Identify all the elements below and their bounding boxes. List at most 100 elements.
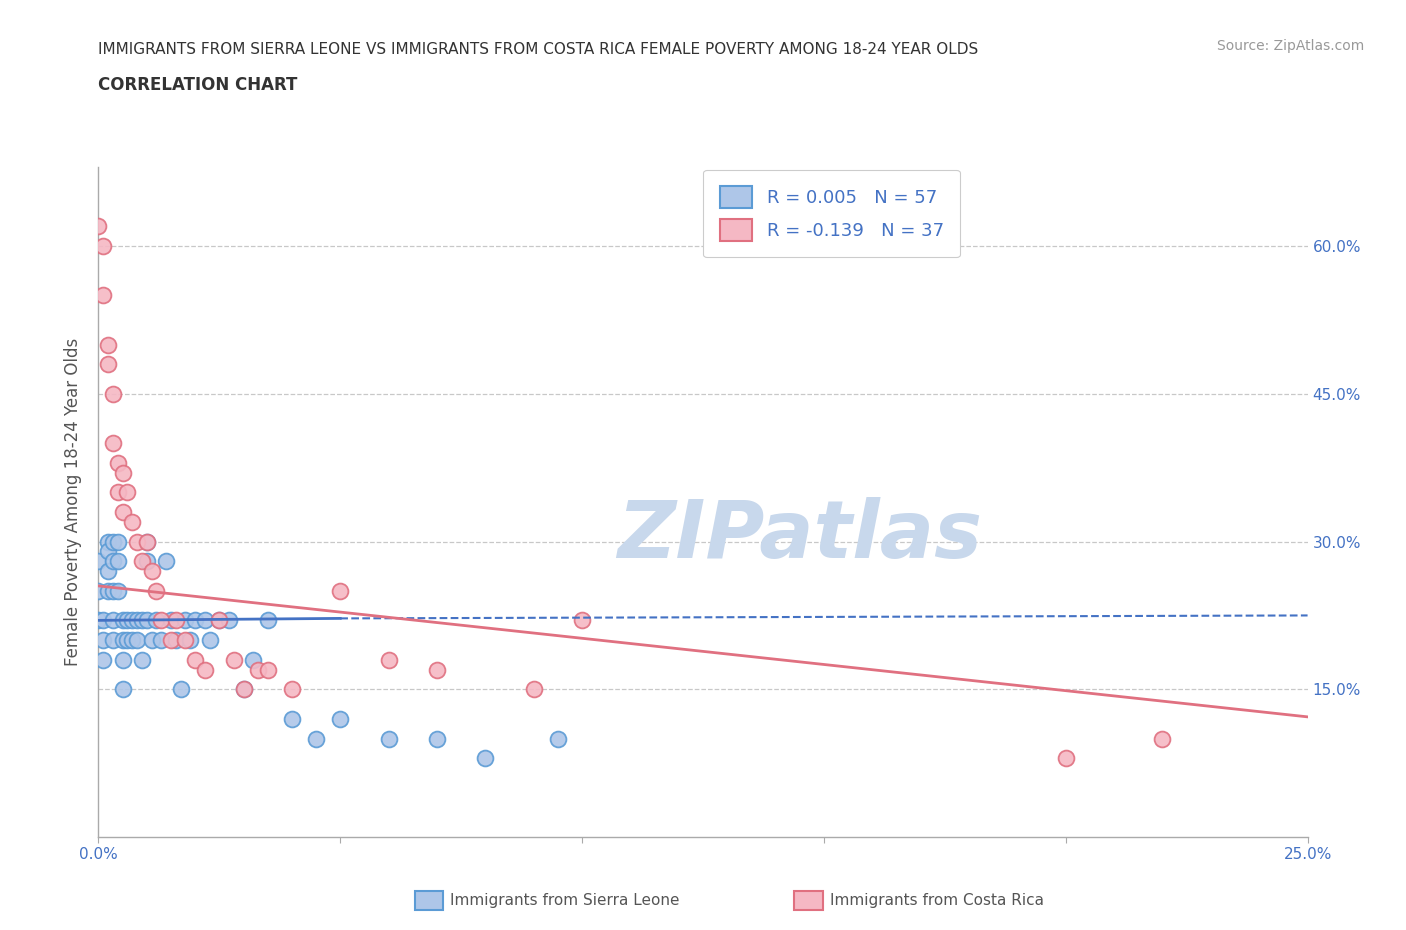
Point bbox=[145, 613, 167, 628]
Text: ZIPatlas: ZIPatlas bbox=[617, 497, 983, 575]
Point bbox=[131, 613, 153, 628]
Point bbox=[107, 485, 129, 499]
Point bbox=[121, 514, 143, 529]
Point bbox=[131, 652, 153, 667]
Point bbox=[571, 613, 593, 628]
Point bbox=[101, 387, 124, 402]
Point bbox=[135, 613, 157, 628]
Point bbox=[111, 632, 134, 647]
Point bbox=[91, 652, 114, 667]
Point bbox=[247, 662, 270, 677]
Point bbox=[91, 239, 114, 254]
Point bbox=[87, 219, 110, 234]
Text: Immigrants from Sierra Leone: Immigrants from Sierra Leone bbox=[450, 893, 679, 908]
Point bbox=[218, 613, 240, 628]
Point bbox=[426, 731, 449, 746]
Point bbox=[111, 613, 134, 628]
Point bbox=[174, 632, 197, 647]
Point bbox=[121, 632, 143, 647]
Point bbox=[111, 465, 134, 480]
Point bbox=[101, 613, 124, 628]
Point bbox=[1054, 751, 1077, 765]
Point bbox=[377, 652, 399, 667]
Point bbox=[305, 731, 328, 746]
Y-axis label: Female Poverty Among 18-24 Year Olds: Female Poverty Among 18-24 Year Olds bbox=[65, 339, 83, 666]
Point bbox=[97, 338, 120, 352]
Point bbox=[97, 357, 120, 372]
Point bbox=[131, 554, 153, 569]
Point bbox=[184, 652, 207, 667]
Point bbox=[91, 613, 114, 628]
Point bbox=[281, 682, 304, 697]
Point bbox=[426, 662, 449, 677]
Point bbox=[101, 554, 124, 569]
Point bbox=[208, 613, 231, 628]
Point bbox=[222, 652, 245, 667]
Text: CORRELATION CHART: CORRELATION CHART bbox=[98, 76, 298, 94]
Point bbox=[127, 632, 149, 647]
Point bbox=[1152, 731, 1174, 746]
Point bbox=[198, 632, 221, 647]
Point bbox=[165, 632, 187, 647]
Point bbox=[179, 632, 201, 647]
Point bbox=[121, 613, 143, 628]
Point bbox=[107, 583, 129, 598]
Text: Immigrants from Costa Rica: Immigrants from Costa Rica bbox=[830, 893, 1043, 908]
Legend: R = 0.005   N = 57, R = -0.139   N = 37: R = 0.005 N = 57, R = -0.139 N = 37 bbox=[703, 170, 960, 257]
Point bbox=[97, 583, 120, 598]
Point bbox=[117, 485, 139, 499]
Point bbox=[329, 583, 352, 598]
Point bbox=[87, 613, 110, 628]
Point bbox=[97, 544, 120, 559]
Point bbox=[111, 652, 134, 667]
Point bbox=[165, 613, 187, 628]
Point bbox=[97, 534, 120, 549]
Point bbox=[256, 662, 278, 677]
Point bbox=[101, 632, 124, 647]
Point bbox=[160, 613, 183, 628]
Point bbox=[169, 682, 191, 697]
Point bbox=[523, 682, 546, 697]
Point bbox=[256, 613, 278, 628]
Point bbox=[135, 534, 157, 549]
Point bbox=[141, 632, 163, 647]
Point bbox=[184, 613, 207, 628]
Point bbox=[101, 583, 124, 598]
Point bbox=[145, 583, 167, 598]
Point bbox=[281, 711, 304, 726]
Point bbox=[141, 564, 163, 578]
Point bbox=[107, 554, 129, 569]
Point bbox=[127, 534, 149, 549]
Point bbox=[232, 682, 254, 697]
Point bbox=[97, 564, 120, 578]
Point bbox=[208, 613, 231, 628]
Point bbox=[117, 632, 139, 647]
Point bbox=[547, 731, 569, 746]
Point bbox=[117, 613, 139, 628]
Point bbox=[232, 682, 254, 697]
Point bbox=[111, 682, 134, 697]
Point bbox=[150, 613, 173, 628]
Point bbox=[135, 534, 157, 549]
Point bbox=[194, 662, 217, 677]
Point bbox=[87, 583, 110, 598]
Point bbox=[329, 711, 352, 726]
Point bbox=[101, 534, 124, 549]
Text: Source: ZipAtlas.com: Source: ZipAtlas.com bbox=[1216, 39, 1364, 53]
Point bbox=[377, 731, 399, 746]
Point bbox=[160, 632, 183, 647]
Point bbox=[87, 554, 110, 569]
Text: IMMIGRANTS FROM SIERRA LEONE VS IMMIGRANTS FROM COSTA RICA FEMALE POVERTY AMONG : IMMIGRANTS FROM SIERRA LEONE VS IMMIGRAN… bbox=[98, 42, 979, 57]
Point bbox=[91, 288, 114, 303]
Point bbox=[194, 613, 217, 628]
Point bbox=[111, 505, 134, 520]
Point bbox=[242, 652, 264, 667]
Point bbox=[150, 632, 173, 647]
Point bbox=[174, 613, 197, 628]
Point bbox=[135, 554, 157, 569]
Point bbox=[127, 613, 149, 628]
Point bbox=[107, 534, 129, 549]
Point bbox=[91, 632, 114, 647]
Point bbox=[474, 751, 496, 765]
Point bbox=[155, 554, 177, 569]
